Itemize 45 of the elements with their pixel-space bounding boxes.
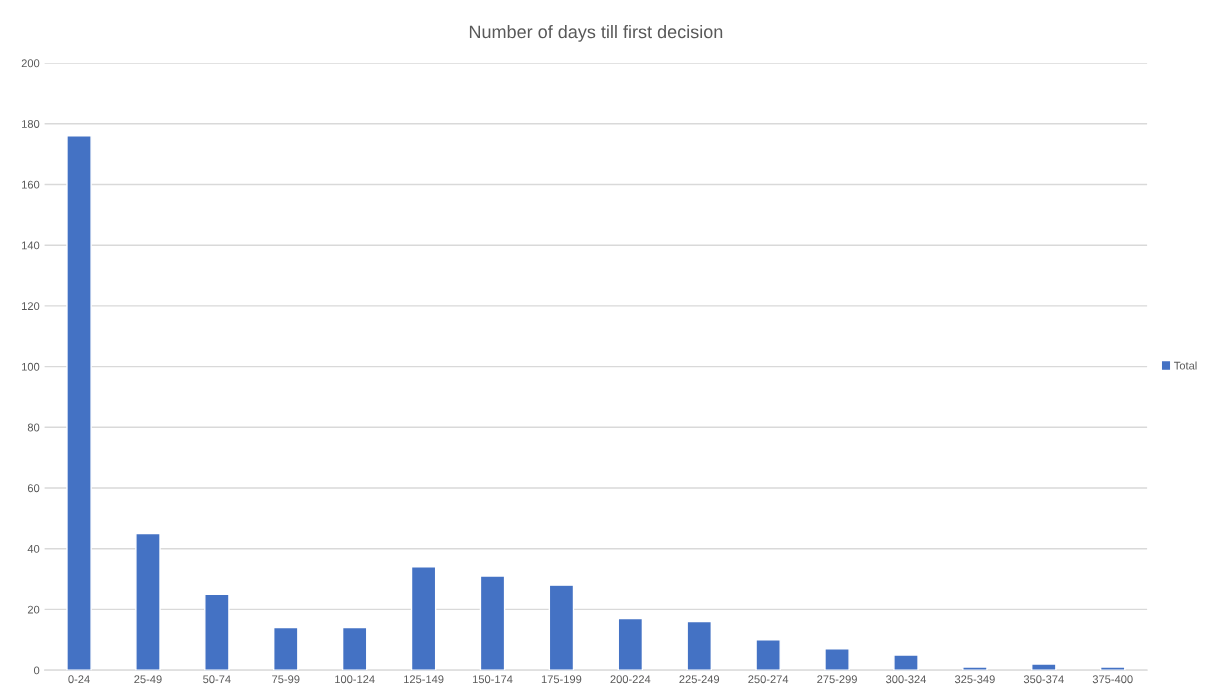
- x-tick-label: 250-274: [748, 675, 789, 684]
- x-tick-label: 75-99: [272, 675, 300, 684]
- x-tick-label: 275-299: [817, 675, 857, 684]
- bar: [617, 617, 644, 671]
- bar: [341, 626, 368, 671]
- x-tick-label: 300-324: [886, 675, 927, 684]
- y-tick-label: 0: [33, 666, 40, 675]
- x-tick-label: 200-224: [610, 675, 651, 684]
- bar: [686, 620, 712, 671]
- x-tick-label: 175-199: [541, 675, 582, 684]
- bar: [1099, 666, 1126, 671]
- x-tick-label: 350-374: [1023, 675, 1064, 684]
- legend-label: Total: [1174, 361, 1197, 370]
- bar: [755, 639, 781, 671]
- bar: [962, 666, 988, 671]
- y-tick-label: 200: [21, 59, 40, 68]
- x-tick-label: 25-49: [134, 675, 162, 684]
- y-tick-label: 120: [22, 302, 40, 311]
- x-tick-label: 0-24: [68, 675, 90, 684]
- bar: [135, 532, 161, 671]
- x-tick-label: 325-349: [954, 675, 995, 684]
- x-tick-label: 225-249: [679, 675, 720, 684]
- x-tick-label: 125-149: [404, 675, 444, 684]
- y-tick-label: 40: [27, 544, 40, 553]
- y-tick-label: 60: [27, 484, 40, 493]
- bar: [410, 566, 437, 671]
- bar: [66, 135, 92, 671]
- bar: [548, 584, 575, 671]
- bar: [893, 654, 919, 671]
- x-tick-label: 375-400: [1092, 675, 1133, 684]
- bar: [1031, 663, 1057, 671]
- y-tick-label: 80: [27, 423, 40, 432]
- x-tick-label: 50-74: [203, 675, 231, 684]
- y-tick-label: 160: [22, 180, 40, 189]
- bar: [204, 593, 230, 671]
- bar: [273, 626, 299, 671]
- x-tick-label: 150-174: [472, 675, 513, 684]
- bar: [479, 575, 506, 671]
- x-tick-label: 100-124: [335, 675, 375, 684]
- y-tick-label: 100: [22, 362, 40, 371]
- y-tick-label: 180: [22, 120, 40, 128]
- y-tick-label: 140: [22, 241, 40, 250]
- y-tick-label: 20: [27, 605, 40, 614]
- chart-title: Number of days till first decision: [469, 24, 723, 42]
- bar: [824, 648, 850, 671]
